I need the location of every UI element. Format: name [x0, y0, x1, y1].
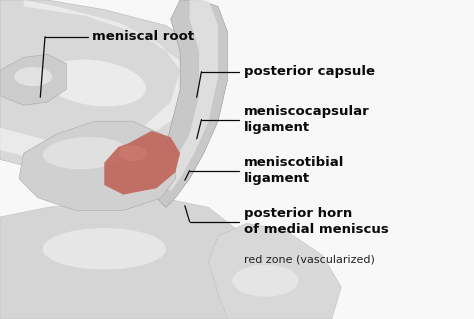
Ellipse shape	[14, 67, 52, 86]
Ellipse shape	[118, 145, 147, 161]
Text: meniscotibial
ligament: meniscotibial ligament	[244, 156, 345, 185]
Polygon shape	[156, 0, 228, 207]
Polygon shape	[0, 54, 66, 105]
Ellipse shape	[43, 228, 166, 270]
Text: meniscal root: meniscal root	[92, 30, 194, 43]
Polygon shape	[0, 0, 209, 169]
Polygon shape	[0, 198, 265, 319]
Polygon shape	[166, 0, 218, 191]
Polygon shape	[0, 0, 190, 160]
Text: meniscocapsular
ligament: meniscocapsular ligament	[244, 105, 370, 134]
Text: posterior horn
of medial meniscus: posterior horn of medial meniscus	[244, 207, 389, 236]
Ellipse shape	[43, 137, 128, 169]
Polygon shape	[209, 223, 341, 319]
Polygon shape	[104, 131, 180, 195]
Text: red zone (vascularized): red zone (vascularized)	[244, 255, 375, 265]
Polygon shape	[19, 121, 175, 211]
Ellipse shape	[44, 60, 146, 106]
Ellipse shape	[232, 265, 299, 297]
Text: posterior capsule: posterior capsule	[244, 65, 375, 78]
